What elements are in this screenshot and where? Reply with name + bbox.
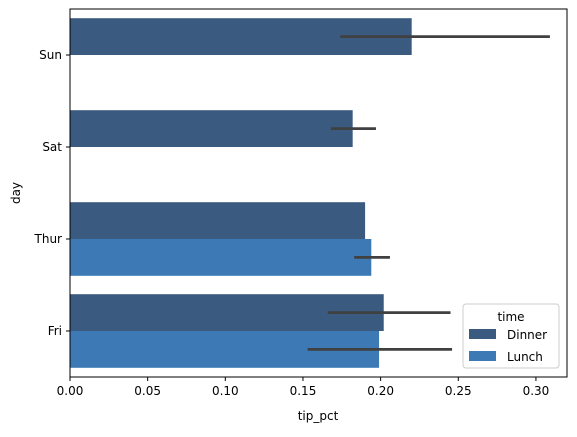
legend: time Dinner Lunch — [462, 303, 560, 369]
y-tick-label-sun: Sun — [39, 48, 62, 62]
y-axis: Sun Sat Thur Fri — [34, 48, 70, 338]
x-tick-label: 0.10 — [212, 384, 239, 398]
legend-swatch-lunch — [469, 351, 496, 361]
x-axis: 0.00 0.05 0.10 0.15 0.20 0.25 0.30 — [57, 377, 550, 398]
y-tick-label-fri: Fri — [48, 324, 62, 338]
errorbars-layer — [307, 35, 550, 351]
x-tick-label: 0.15 — [290, 384, 317, 398]
y-tick-label-sat: Sat — [42, 140, 62, 154]
bar-dinner-thur — [70, 202, 366, 239]
y-axis-label: day — [9, 182, 23, 204]
legend-title: time — [497, 310, 524, 324]
bar-dinner-sat — [70, 110, 353, 147]
legend-label-dinner: Dinner — [507, 328, 547, 342]
legend-label-lunch: Lunch — [507, 350, 543, 364]
x-tick-label: 0.25 — [445, 384, 472, 398]
legend-swatch-dinner — [469, 329, 496, 339]
x-tick-label: 0.30 — [523, 384, 550, 398]
x-tick-label: 0.20 — [367, 384, 394, 398]
bar-lunch-thur — [70, 239, 372, 276]
x-axis-label: tip_pct — [298, 409, 339, 423]
x-tick-label: 0.00 — [57, 384, 84, 398]
bars-layer — [70, 18, 412, 368]
plot-frame — [69, 8, 568, 378]
x-tick-label: 0.05 — [134, 384, 161, 398]
y-tick-label-thur: Thur — [34, 232, 63, 246]
